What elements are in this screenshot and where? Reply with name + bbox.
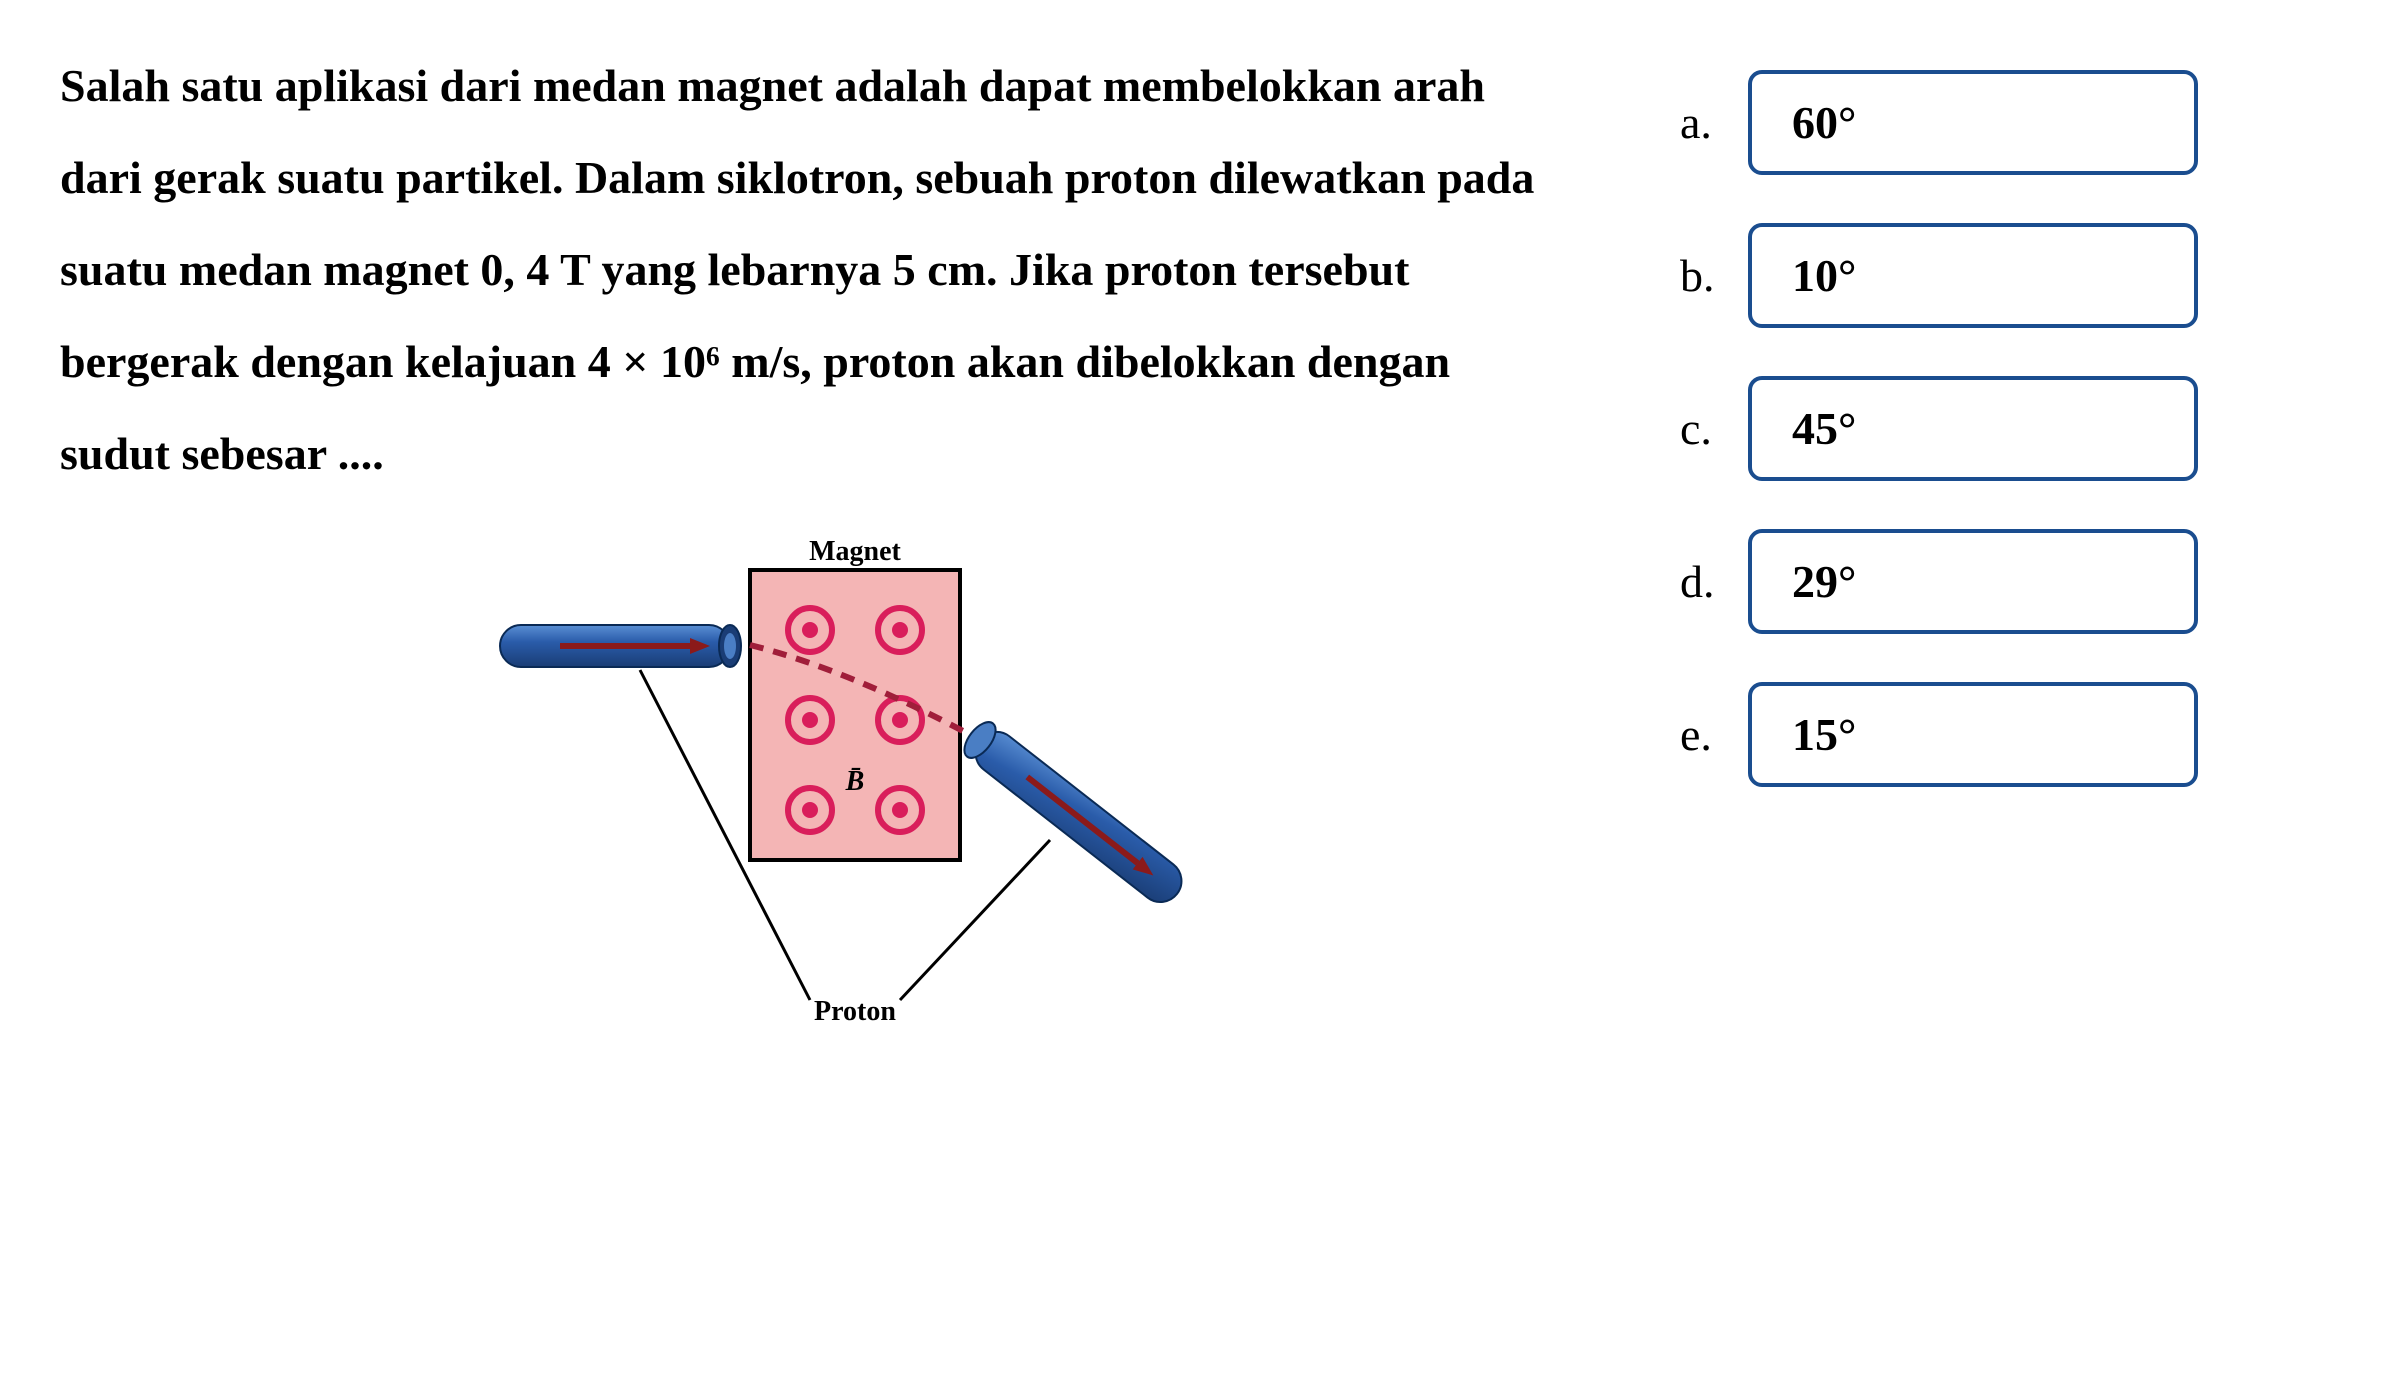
option-row: c. 45° bbox=[1680, 376, 2260, 481]
option-box-e[interactable]: 15° bbox=[1748, 682, 2198, 787]
proton-tube-right bbox=[958, 717, 1190, 911]
connector-line bbox=[900, 840, 1050, 1000]
option-row: d. 29° bbox=[1680, 529, 2260, 634]
option-box-b[interactable]: 10° bbox=[1748, 223, 2198, 328]
question-area: Salah satu aplikasi dari medan magnet ad… bbox=[60, 40, 1560, 1030]
option-letter: b. bbox=[1680, 249, 1730, 302]
option-letter: a. bbox=[1680, 96, 1730, 149]
b-field-label: B̄ bbox=[845, 766, 865, 797]
physics-diagram: Magnet bbox=[410, 530, 1210, 1030]
diagram-container: Magnet bbox=[60, 530, 1560, 1030]
option-box-c[interactable]: 45° bbox=[1748, 376, 2198, 481]
proton-tube-left bbox=[500, 625, 741, 667]
question-text: Salah satu aplikasi dari medan magnet ad… bbox=[60, 40, 1560, 500]
option-row: b. 10° bbox=[1680, 223, 2260, 328]
option-row: e. 15° bbox=[1680, 682, 2260, 787]
option-letter: c. bbox=[1680, 402, 1730, 455]
options-area: a. 60° b. 10° c. 45° d. 29° e. 15° bbox=[1560, 40, 2260, 1030]
option-letter: d. bbox=[1680, 555, 1730, 608]
option-box-d[interactable]: 29° bbox=[1748, 529, 2198, 634]
option-letter: e. bbox=[1680, 708, 1730, 761]
proton-label-text: Proton bbox=[814, 996, 896, 1027]
content-wrapper: Salah satu aplikasi dari medan magnet ad… bbox=[60, 40, 2328, 1030]
option-box-a[interactable]: 60° bbox=[1748, 70, 2198, 175]
magnet-label-text: Magnet bbox=[809, 536, 901, 567]
option-row: a. 60° bbox=[1680, 70, 2260, 175]
